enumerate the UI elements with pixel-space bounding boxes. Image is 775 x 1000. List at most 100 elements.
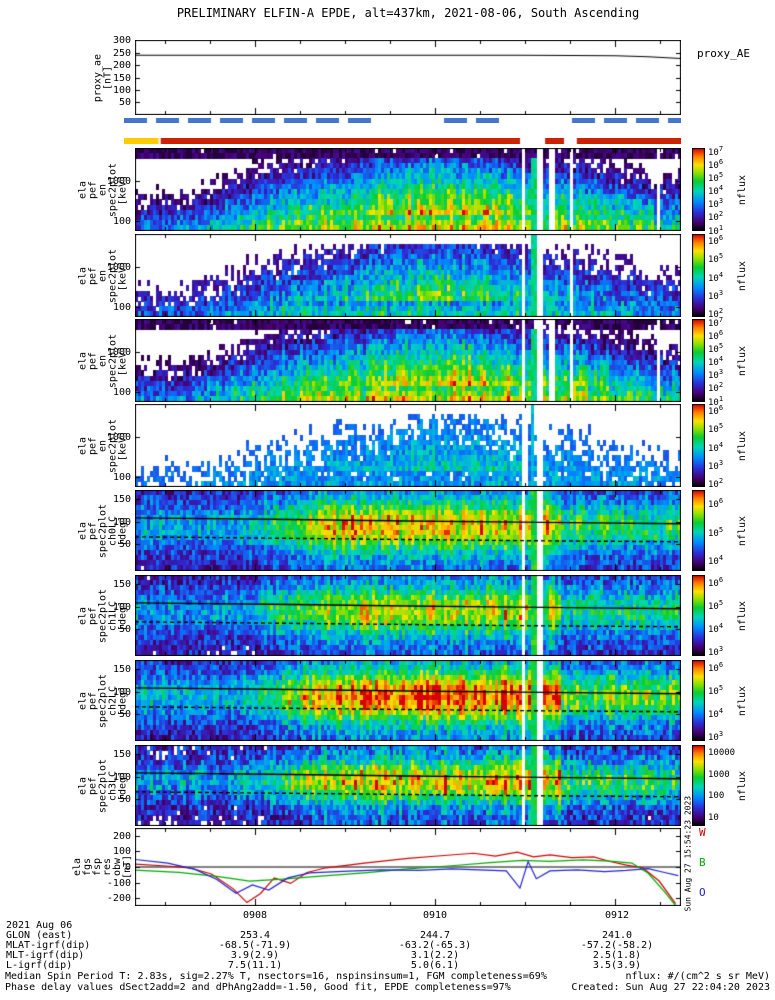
colorbar-tick-label-p3: 105 [708, 341, 724, 355]
y-tick-label-proxy: 200 [112, 59, 131, 71]
colorbar-tick-label-p2: 104 [708, 270, 724, 284]
time-tick-label: 0908 [242, 910, 268, 921]
footer-created-timestamp: Created: Sun Aug 27 22:04:20 2023 [571, 982, 770, 993]
y-tick-label-p2: 100 [112, 301, 131, 313]
colorbar-tick-label-p5: 106 [708, 497, 724, 511]
bottom-row-value: 7.5(11.1) [227, 960, 283, 971]
proxy-ae-right-label: proxy_AE [697, 47, 750, 60]
bottom-row-label-4: MLT-igrf(dip) [6, 950, 85, 961]
spectrogram-p4-canvas [135, 404, 681, 487]
y-tick-label-p1: 100 [112, 215, 131, 227]
colorbar-tick-label-p8: 100 [708, 791, 725, 802]
colorbar-tick-label-p4: 103 [708, 458, 724, 472]
colorbar-p3 [692, 319, 705, 402]
colorbar-p8 [692, 745, 705, 826]
colorbar-tick-label-p6: 104 [708, 621, 724, 635]
time-tick-label: 0910 [422, 910, 448, 921]
colorbar-tick-label-p2: 103 [708, 288, 724, 302]
bottom-row-value: 253.4 [239, 930, 271, 941]
time-tick-label: 0912 [604, 910, 630, 921]
spectrogram-p2-canvas [135, 234, 681, 317]
bottom-row-label-3: MLAT-igrf(dip) [6, 940, 91, 951]
colorbar-unit-label-p2: nflux [737, 260, 748, 291]
bottom-row-value: 3.9(2.9) [230, 950, 280, 961]
y-tick-label-proxy: 50 [118, 97, 131, 109]
colorbar-p7 [692, 660, 705, 741]
y-tick-label-proxy: 100 [112, 85, 131, 96]
line-plot-proxy-canvas [135, 40, 681, 115]
legend-label-W: W [699, 826, 706, 839]
colorbar-tick-label-p2: 105 [708, 252, 724, 266]
colorbar-tick-label-p7: 106 [708, 661, 724, 675]
colorbar-tick-label-p3: 104 [708, 355, 724, 369]
y-tick-label-p9: 100 [112, 846, 131, 858]
y-tick-label-p5: 150 [112, 493, 131, 505]
footer-spin-info: Median Spin Period T: 2.83s, sig=2.27% T… [5, 971, 547, 982]
footer-nflux-units: nflux: #/(cm^2 s sr MeV) [625, 971, 771, 982]
colorbar-tick-label-p8: 10 [708, 812, 719, 823]
y-tick-label-p8: 100 [112, 771, 131, 783]
colorbar-unit-label-p3: nflux [737, 345, 748, 376]
colorbar-tick-label-p6: 106 [708, 576, 724, 590]
colorbar-tick-label-p1: 106 [708, 157, 724, 171]
y-tick-label-p6: 150 [112, 578, 131, 590]
colorbar-unit-label-p1: nflux [737, 174, 748, 205]
bottom-row-value: -57.2(-58.2) [580, 940, 654, 951]
colorbar-unit-label-p6: nflux [737, 600, 748, 631]
bottom-row-value: 5.0(6.1) [410, 960, 460, 971]
y-tick-label-p3: 1000 [106, 347, 131, 359]
bottom-row-label-1: 2021 Aug 06 [6, 920, 73, 931]
colorbar-tick-label-p7: 105 [708, 684, 724, 698]
bottom-row-value: 3.1(2.2) [410, 950, 460, 961]
spectrogram-p7-canvas [135, 660, 681, 741]
colorbar-tick-label-p1: 107 [708, 144, 724, 158]
bottom-row-value: 241.0 [601, 930, 633, 941]
y-tick-label-p4: 100 [112, 471, 131, 483]
colorbar-unit-label-p4: nflux [737, 430, 748, 461]
y-tick-label-p9: 200 [112, 830, 131, 842]
bottom-row-value: -68.5(-71.9) [218, 940, 292, 951]
bottom-row-label-2: GLON (east) [6, 930, 73, 941]
spectrogram-p8-canvas [135, 745, 681, 826]
legend-label-O: O [699, 886, 706, 899]
line-plot-p9-canvas [135, 828, 681, 906]
colorbar-p1 [692, 148, 705, 231]
colorbar-p5 [692, 490, 705, 571]
colorbar-p4 [692, 404, 705, 487]
bottom-row-value: 3.5(3.9) [592, 960, 642, 971]
colorbar-unit-label-p5: nflux [737, 515, 748, 546]
bottom-row-value: 2.5(1.8) [592, 950, 642, 961]
colorbar-tick-label-p4: 104 [708, 440, 724, 454]
y-tick-label-p8: 50 [118, 794, 131, 806]
colorbar-tick-label-p1: 104 [708, 184, 724, 198]
colorbar-tick-label-p5: 104 [708, 553, 724, 567]
colorbar-tick-label-p3: 107 [708, 315, 724, 329]
spectrogram-p1-canvas [135, 148, 681, 231]
bottom-row-value: 244.7 [419, 930, 451, 941]
y-tick-label-p5: 50 [118, 539, 131, 551]
colorbar-tick-label-p8: 10000 [708, 748, 736, 759]
colorbar-tick-label-p7: 104 [708, 706, 724, 720]
y-tick-label-proxy: 150 [112, 72, 131, 84]
colorbar-tick-label-p5: 105 [708, 525, 724, 539]
colorbar-tick-label-p8: 1000 [708, 769, 730, 780]
colorbar-p2 [692, 234, 705, 317]
y-tick-label-p8: 150 [112, 748, 131, 760]
colorbar-tick-label-p3: 106 [708, 328, 724, 342]
y-tick-label-p7: 150 [112, 663, 131, 675]
y-tick-label-p9: 0 [124, 862, 131, 873]
y-tick-label-p9: -200 [106, 893, 131, 905]
colorbar-tick-label-p4: 102 [708, 477, 724, 491]
y-tick-label-p1: 1000 [106, 176, 131, 188]
footer-phase-delay-info: Phase delay values dSect2add=2 and dPhAn… [5, 982, 511, 993]
y-tick-label-proxy: 300 [112, 35, 131, 46]
colorbar-tick-label-p6: 103 [708, 644, 724, 658]
colorbar-tick-label-p6: 105 [708, 599, 724, 613]
colorbar-tick-label-p1: 101 [708, 223, 724, 237]
colorbar-tick-label-p3: 102 [708, 381, 724, 395]
y-tick-label-p4: 1000 [106, 432, 131, 444]
y-tick-label-p6: 100 [112, 601, 131, 613]
y-tick-label-p2: 1000 [106, 262, 131, 274]
colorbar-tick-label-p4: 105 [708, 422, 724, 436]
